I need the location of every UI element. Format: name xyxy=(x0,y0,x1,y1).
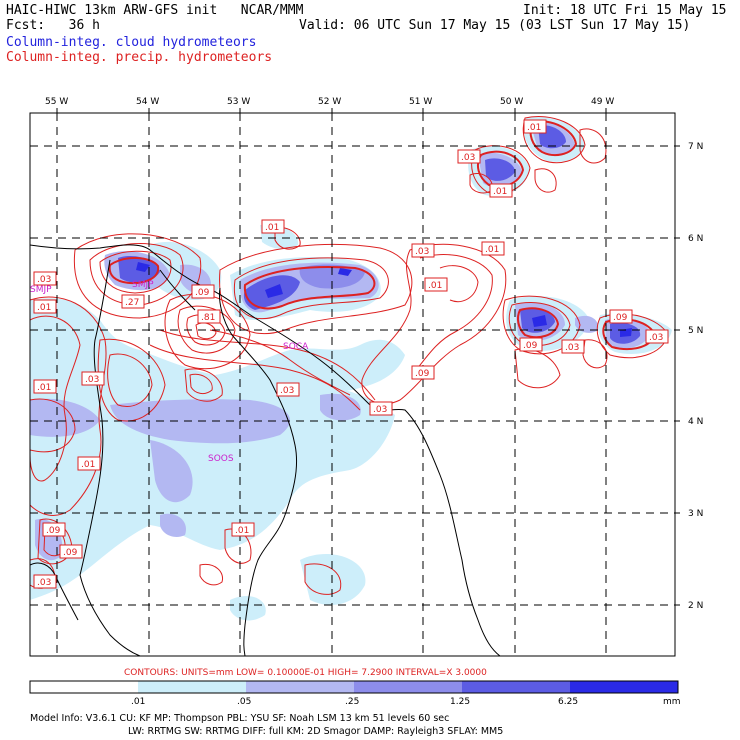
contour-info: CONTOURS: UNITS=mm LOW= 0.10000E-01 HIGH… xyxy=(124,668,487,678)
contour-label-boxes xyxy=(33,119,669,589)
contour-label: .01 xyxy=(81,460,95,470)
lon-label: 53 W xyxy=(227,97,250,107)
lon-label: 55 W xyxy=(45,97,68,107)
station-labels: SMJP SMJP SOCA SOOS xyxy=(30,280,309,464)
forecast-hour: Fcst: 36 h xyxy=(6,18,100,33)
colorbar-unit: mm xyxy=(663,697,681,707)
latitude-labels: 7 N 6 N 5 N 4 N 3 N 2 N xyxy=(688,142,703,611)
contour-label: .01 xyxy=(428,281,442,291)
lon-label: 49 W xyxy=(591,97,614,107)
contour-label: .03 xyxy=(649,333,663,343)
colorbar-tick: .25 xyxy=(345,697,359,707)
lon-ticks xyxy=(56,108,607,113)
colorbar-tick: .01 xyxy=(131,697,145,707)
colorbar-tick: 1.25 xyxy=(450,697,470,707)
init-time: Init: 18 UTC Fri 15 May 15 xyxy=(523,3,727,18)
contour-label: .09 xyxy=(195,288,210,298)
contour-label: .03 xyxy=(373,405,387,415)
lat-label: 7 N xyxy=(688,142,703,152)
contour-label: .27 xyxy=(125,298,139,308)
station-label: SMJP xyxy=(132,280,154,290)
station-label: SOCA xyxy=(283,342,309,352)
lat-label: 6 N xyxy=(688,234,703,244)
lat-label: 3 N xyxy=(688,509,703,519)
longitude-labels: 55 W 54 W 53 W 52 W 51 W 50 W 49 W xyxy=(45,97,614,107)
lon-label: 51 W xyxy=(409,97,432,107)
contour-label: .03 xyxy=(565,343,579,353)
contour-label-text: .01 .03 .01 .01 .03 .01 .03 .01 .27 .09 … xyxy=(37,123,663,588)
contour-label: .81 xyxy=(201,313,215,323)
colorbar-ticks: .01 .05 .25 1.25 6.25 mm xyxy=(131,697,681,707)
contour-label: .01 xyxy=(493,187,507,197)
lon-label: 50 W xyxy=(500,97,523,107)
contour-label: .09 xyxy=(415,369,430,379)
contour-label: .01 xyxy=(485,245,499,255)
lon-label: 52 W xyxy=(318,97,341,107)
contour-label: .03 xyxy=(37,578,51,588)
legend-cloud-hydrometeors: Column-integ. cloud hydrometeors xyxy=(6,35,257,50)
station-label: SMJP xyxy=(30,285,52,295)
legend-precip-hydrometeors: Column-integ. precip. hydrometeors xyxy=(6,50,273,65)
lat-label: 4 N xyxy=(688,417,703,427)
contour-label: .01 xyxy=(265,223,279,233)
lat-ticks xyxy=(675,145,680,606)
cloud-shading xyxy=(30,116,672,621)
contour-label: .09 xyxy=(523,341,538,351)
valid-time: Valid: 06 UTC Sun 17 May 15 (03 LST Sun … xyxy=(299,18,691,33)
lat-lon-grid xyxy=(30,113,675,656)
contour-label: .01 xyxy=(37,383,51,393)
lon-label: 54 W xyxy=(136,97,159,107)
contour-label: .01 xyxy=(37,303,51,313)
contour-label: .09 xyxy=(63,548,78,558)
footer-physics-info: LW: RRTMG SW: RRTMG DIFF: full KM: 2D Sm… xyxy=(128,726,503,737)
contour-label: .01 xyxy=(527,123,541,133)
colorbar xyxy=(29,680,679,694)
colorbar-tick: .05 xyxy=(237,697,251,707)
contour-label: .03 xyxy=(415,247,429,257)
contour-label: .03 xyxy=(461,153,475,163)
contour-label: .03 xyxy=(280,386,294,396)
station-label: SOOS xyxy=(208,454,234,464)
contour-label: .01 xyxy=(235,526,249,536)
model-title: HAIC-HIWC 13km ARW-GFS init NCAR/MMM xyxy=(6,3,304,18)
lat-label: 5 N xyxy=(688,326,703,336)
contour-label: .03 xyxy=(85,375,99,385)
colorbar-tick: 6.25 xyxy=(558,697,578,707)
contour-label: .03 xyxy=(37,275,51,285)
contour-label: .09 xyxy=(613,313,628,323)
footer-model-info: Model Info: V3.6.1 CU: KF MP: Thompson P… xyxy=(30,713,449,724)
map-frame xyxy=(29,112,676,657)
contour-label: .09 xyxy=(46,526,61,536)
lat-label: 2 N xyxy=(688,601,703,611)
